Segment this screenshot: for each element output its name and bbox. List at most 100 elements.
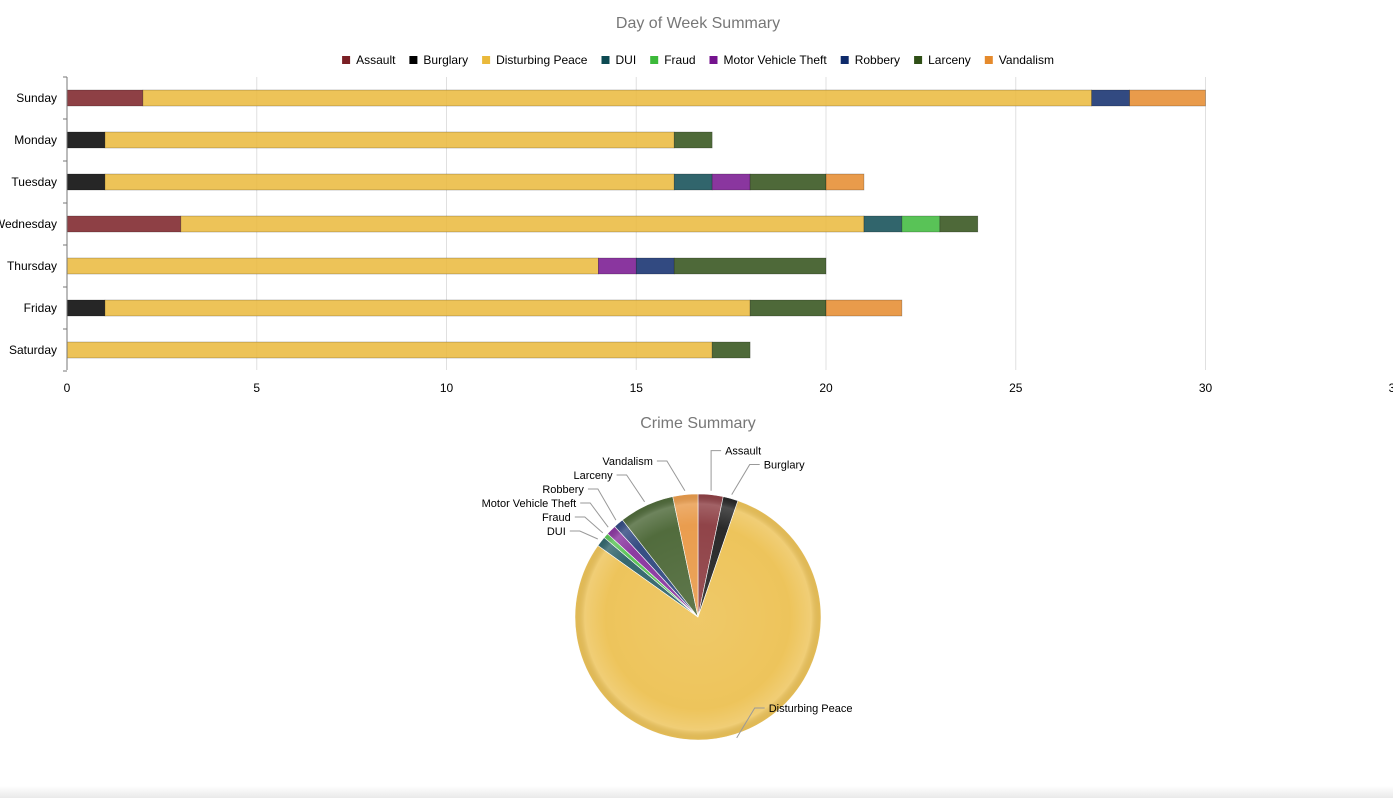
bar-thursday-motor-vehicle-theft[interactable] (597, 257, 637, 275)
category-label: Wednesday (0, 217, 57, 231)
pie-label-text: Motor Vehicle Theft (482, 498, 577, 510)
pie-label-burglary: Burglary (731, 460, 805, 495)
x-tick-label: 0 (64, 381, 71, 395)
x-tick-label: 20 (819, 381, 833, 395)
pie-label-fraud: Fraud (542, 512, 604, 534)
pie-chart-title: Crime Summary (640, 415, 756, 432)
pie-connector (569, 530, 599, 540)
category-label: Thursday (7, 259, 57, 273)
pie-connector (656, 460, 686, 491)
bar-thursday-robbery[interactable] (635, 257, 675, 275)
legend-label: Disturbing Peace (496, 53, 588, 67)
legend-item-robbery[interactable]: Robbery (840, 53, 900, 67)
bar-chart-bars (66, 89, 1206, 359)
bar-tuesday-motor-vehicle-theft[interactable] (711, 173, 751, 191)
legend-item-larceny[interactable]: Larceny (914, 53, 971, 67)
bar-friday-burglary[interactable] (66, 299, 106, 317)
bar-friday-vandalism[interactable] (825, 299, 903, 317)
pie-connector (580, 502, 609, 528)
pie-label-motor-vehicle-theft: Motor Vehicle Theft (482, 498, 609, 528)
legend-swatch (984, 56, 993, 64)
pie-connector (587, 488, 617, 521)
x-tick-label: 15 (630, 381, 644, 395)
bar-chart-axes: 0 5 10 15 20 25 30 35 Sunday Monday Tuesday Wednesd… (0, 76, 1393, 395)
category-label: Sunday (16, 91, 57, 105)
x-tick-label: 35 (1389, 381, 1393, 395)
bar-sunday-robbery[interactable] (1091, 89, 1130, 107)
x-tick-label: 5 (253, 381, 260, 395)
legend-label: Motor Vehicle Theft (724, 53, 828, 67)
bar-tuesday-disturbing-peace[interactable] (104, 173, 675, 191)
legend-item-motor-vehicle-theft[interactable]: Motor Vehicle Theft (709, 53, 828, 67)
bar-friday-larceny[interactable] (749, 299, 827, 317)
legend-swatch (840, 56, 849, 64)
bar-monday-disturbing-peace[interactable] (104, 131, 675, 149)
bar-sunday-disturbing-peace[interactable] (142, 89, 1092, 107)
bar-tuesday-burglary[interactable] (66, 173, 106, 191)
pie-label-disturbing-peace: Disturbing Peace (736, 703, 853, 739)
legend-item-dui[interactable]: DUI (601, 53, 637, 67)
bar-wednesday-assault[interactable] (66, 215, 182, 233)
legend-label: DUI (616, 53, 637, 67)
bar-friday-disturbing-peace[interactable] (104, 299, 751, 317)
x-tick-label: 25 (1009, 381, 1023, 395)
category-label: Monday (14, 133, 57, 147)
legend-swatch (601, 56, 610, 64)
pie-label-dui: DUI (547, 526, 599, 540)
pie-connector (616, 474, 646, 503)
bar-tuesday-vandalism[interactable] (825, 173, 865, 191)
bar-wednesday-larceny[interactable] (939, 215, 979, 233)
legend-item-fraud[interactable]: Fraud (650, 53, 696, 67)
pie-label-text: Disturbing Peace (769, 703, 853, 715)
legend-item-disturbing-peace[interactable]: Disturbing Peace (482, 53, 588, 67)
pie-connector (574, 516, 604, 534)
category-label: Tuesday (11, 175, 57, 189)
pie-label-text: Larceny (573, 470, 613, 482)
bar-chart-legend: Assault Burglary Disturbing Peace DUI Fraud M… (342, 53, 1054, 67)
pie-label-text: Vandalism (602, 456, 653, 468)
scroll-shadow (0, 786, 1393, 798)
pie-label-text: Robbery (542, 484, 584, 496)
bar-wednesday-disturbing-peace[interactable] (180, 215, 865, 233)
pie-label-robbery: Robbery (542, 484, 617, 521)
legend-label: Larceny (928, 53, 971, 67)
pie-label-text: Assault (725, 446, 761, 458)
pie-label-vandalism: Vandalism (602, 456, 686, 491)
bar-saturday-larceny[interactable] (711, 341, 751, 359)
pie-chart-labels: Assault Burglary Disturbing Peace DUI Fraud M… (482, 446, 853, 739)
pie-label-text: DUI (547, 526, 566, 538)
legend-swatch (409, 56, 418, 64)
legend-label: Burglary (423, 53, 468, 67)
bar-thursday-larceny[interactable] (673, 257, 827, 275)
x-tick-label: 10 (440, 381, 454, 395)
pie-connector (731, 464, 760, 495)
legend-item-assault[interactable]: Assault (342, 53, 396, 67)
bar-sunday-vandalism[interactable] (1129, 89, 1206, 107)
bar-tuesday-dui[interactable] (673, 173, 713, 191)
pie-label-assault: Assault (710, 446, 761, 491)
bar-sunday-assault[interactable] (66, 89, 144, 107)
legend-swatch (342, 56, 351, 64)
bar-saturday-disturbing-peace[interactable] (66, 341, 713, 359)
pie-connector (736, 707, 765, 739)
bar-monday-larceny[interactable] (673, 131, 713, 149)
x-tick-label: 30 (1199, 381, 1213, 395)
pie-label-text: Fraud (542, 512, 571, 524)
legend-swatch (650, 56, 659, 64)
bar-chart-title: Day of Week Summary (616, 15, 780, 32)
legend-swatch (709, 56, 718, 64)
pie-label-larceny: Larceny (573, 470, 646, 503)
bar-wednesday-dui[interactable] (863, 215, 903, 233)
bar-thursday-disturbing-peace[interactable] (66, 257, 599, 275)
legend-label: Vandalism (999, 53, 1054, 67)
pie-connector (710, 450, 722, 491)
legend-label: Assault (356, 53, 396, 67)
legend-swatch (914, 56, 923, 64)
legend-item-vandalism[interactable]: Vandalism (984, 53, 1054, 67)
bar-monday-burglary[interactable] (66, 131, 106, 149)
category-label: Friday (24, 301, 57, 315)
bar-tuesday-larceny[interactable] (749, 173, 827, 191)
legend-item-burglary[interactable]: Burglary (409, 53, 468, 67)
bar-wednesday-fraud[interactable] (901, 215, 941, 233)
